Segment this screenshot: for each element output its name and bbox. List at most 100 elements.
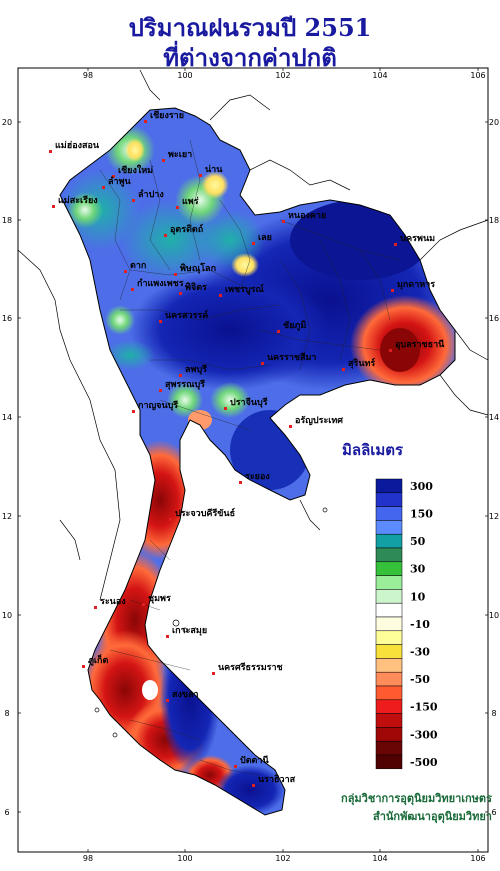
city-label: ลำพูน [108,176,132,187]
city-label: ระยอง [245,472,270,482]
station-marker [142,603,145,606]
station-marker [212,672,215,675]
station-marker [239,481,242,484]
station-marker [52,205,55,208]
city-label: สุรินทร์ [348,357,375,369]
station-marker [159,320,162,323]
city-label: แพร่ [182,196,199,207]
legend-swatch [375,520,403,535]
station-marker [169,518,172,521]
city-label: เกาะสมุย [172,626,207,636]
legend-label: -50 [410,673,430,686]
axis-tick-bottom: 102 [275,854,290,863]
station-marker [166,699,169,702]
station-marker [261,362,264,365]
station-marker [166,635,169,638]
city-label: ระนอง [100,597,126,607]
legend-swatch [375,589,403,604]
station-markers [49,120,397,787]
city-label: แม่สะเรียง [58,195,98,206]
station-marker [199,174,202,177]
axis-tick-left: 20 [2,118,12,127]
station-marker [179,374,182,377]
city-label: อุบลราชธานี [395,339,445,350]
axis-tick-right: 8 [491,709,496,718]
city-label: พิจิตร [185,282,207,293]
islands [94,507,328,738]
legend-swatch [375,561,403,576]
station-marker [252,784,255,787]
axis-tick-left: 14 [2,413,12,422]
axis-tick-left: 10 [2,611,12,620]
legend-swatch [375,533,403,549]
legend-swatch [375,547,403,563]
city-label: สงขลา [172,690,199,700]
legend-label: -300 [410,728,438,741]
credits-line1: กลุ่มวิชาการอุตุนิยมวิทยาเกษตร [341,792,492,805]
city-label: เชียงราย [150,110,184,121]
credits-line2: สำนักพัฒนาอุตุนิยมวิทยา [373,810,492,823]
axis-tick-top: 100 [177,71,192,80]
axis-tick-left: 6 [4,808,9,817]
station-marker [282,220,285,223]
station-marker [82,665,85,668]
station-marker [159,389,162,392]
station-marker [252,242,255,245]
city-label: ชัยภูมิ [283,320,306,331]
axis-tick-top: 98 [83,71,93,80]
axis-tick-bottom: 100 [177,854,192,863]
station-marker [102,186,105,189]
legend: 300 150 50 30 10 -10 -30 -50 -150 -300 -500 [375,478,438,770]
axis-tick-left: 12 [2,512,12,521]
legend-swatch [375,740,403,756]
city-label: ลพบุรี [185,364,207,375]
legend-swatch [375,727,403,742]
axis-tick-right: 18 [489,216,499,225]
city-label: อรัญประเทศ [295,415,343,426]
legend-swatch [375,602,403,618]
legend-swatch [375,644,403,659]
station-marker [174,273,177,276]
station-marker [124,270,127,273]
legend-label: -500 [410,756,438,769]
legend-swatch [375,478,403,494]
station-marker [224,407,227,410]
axis-tick-bottom: 106 [470,854,485,863]
legend-label: 150 [410,508,433,521]
legend-swatch [375,616,403,632]
legend-swatch [375,658,403,673]
city-label: ภูเก็ต [88,653,108,666]
legend-label: -10 [410,618,430,631]
credits: กลุ่มวิชาการอุตุนิยมวิทยาเกษตร สำนักพัฒน… [312,790,492,826]
city-label: กำแพงเพชร [137,278,184,289]
legend-label: -30 [410,646,430,659]
city-label: น่าน [205,164,223,175]
axis-tick-top: 106 [470,71,485,80]
neighbor-borders [17,69,489,601]
city-label: นครพนม [400,234,435,244]
station-marker [144,120,147,123]
station-marker [394,243,397,246]
legend-swatch [375,630,403,645]
axis-tick-bottom: 104 [372,854,387,863]
city-label: นครศรีธรรมราช [218,662,283,673]
legend-label: 30 [410,563,426,576]
map-title-line2: ที่ต่างจากค่าปกติ [163,43,337,72]
axis-tick-right: 16 [489,314,499,323]
station-marker [164,234,167,237]
station-marker [131,288,134,291]
legend-label: 300 [410,480,433,493]
city-label: ลำปาง [138,189,164,200]
axis-tick-left: 18 [2,216,12,225]
axis-tick-right: 20 [489,118,499,127]
axis-tick-right: 6 [491,808,496,817]
legend-swatch [375,671,403,687]
legend-swatch [375,575,403,590]
legend-title: มิลลิเมตร [342,441,404,459]
station-marker [234,765,237,768]
legend-swatch [375,685,403,701]
station-marker [389,349,392,352]
axis-tick-left: 8 [4,709,9,718]
